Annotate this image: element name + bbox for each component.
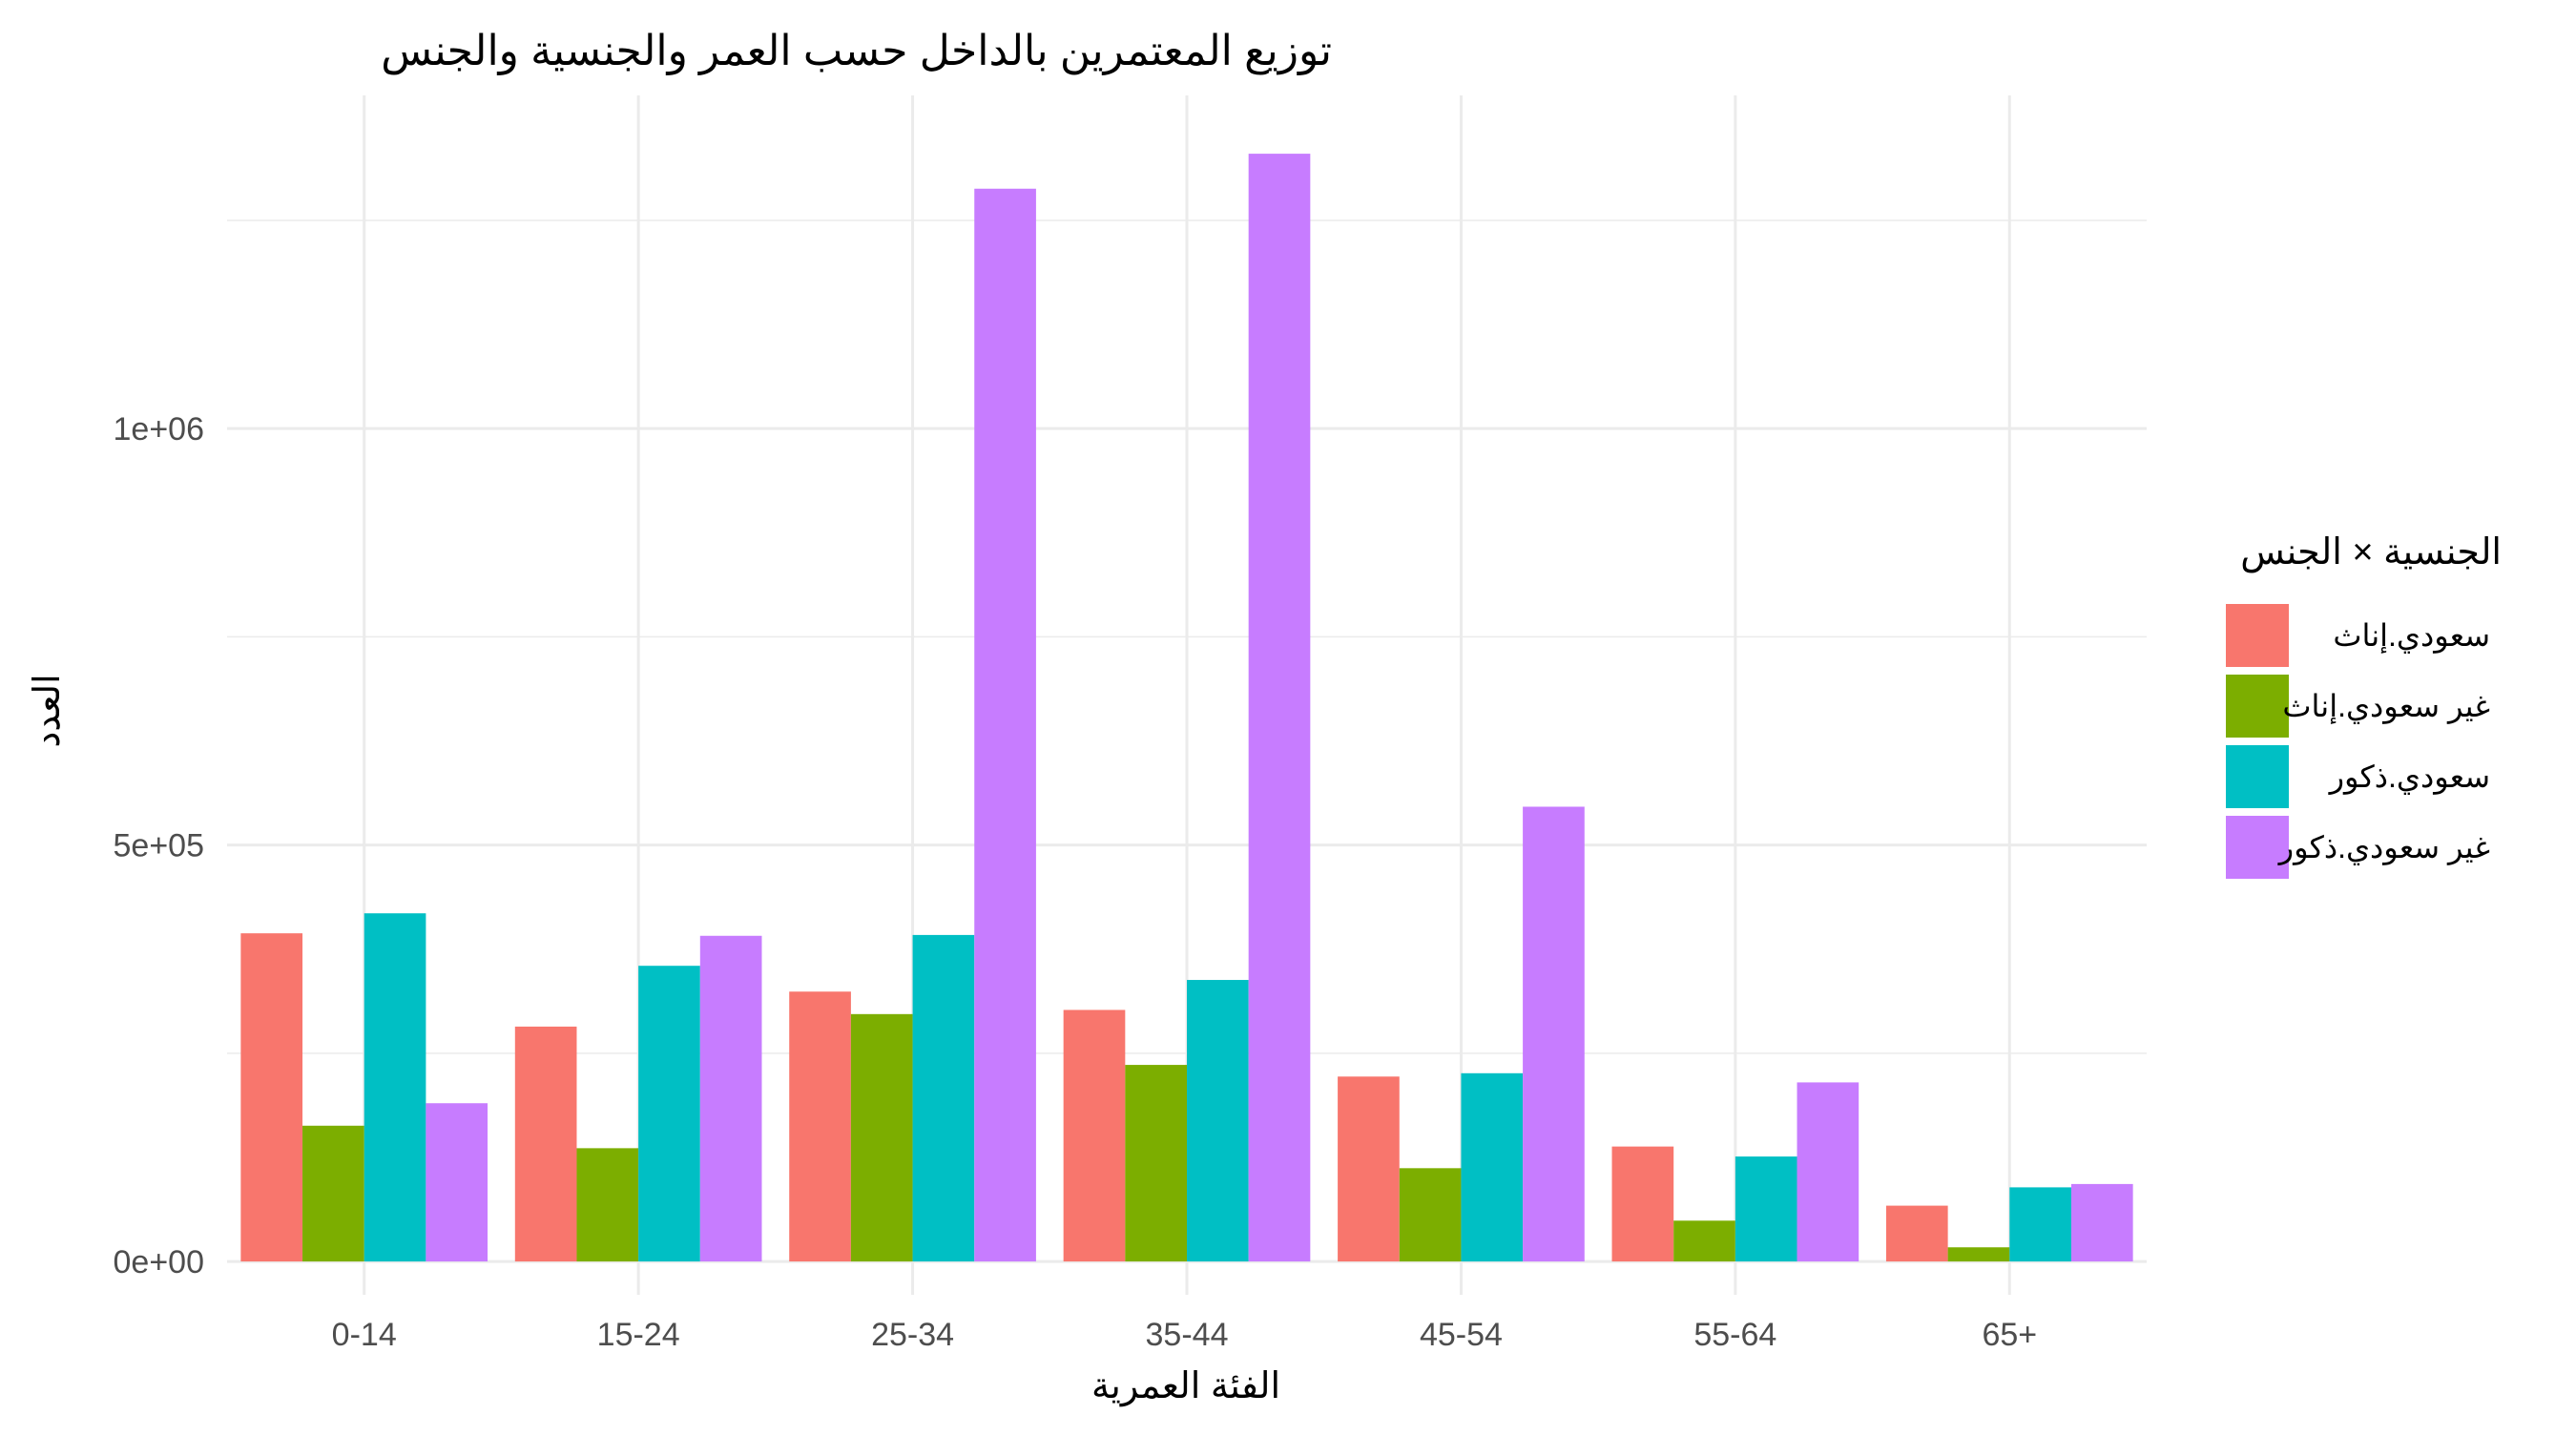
bar [576,1148,639,1262]
bar [1125,1065,1187,1262]
legend-label: سعودي.ذكور [2328,760,2490,795]
bar [1673,1220,1735,1262]
legend-label: غير سعودي.إناث [2282,689,2490,724]
bar [1338,1076,1400,1262]
legend-title: الجنسية × الجنس [2240,532,2502,572]
legend-items: سعودي.إناث غير سعودي.إناث سعودي.ذكور غير سع… [2226,604,2490,879]
bar [1399,1168,1462,1262]
bar [1063,1009,1126,1262]
legend-label: سعودي.إناث [2333,618,2490,654]
bar [426,1103,488,1262]
bar [1885,1205,1948,1262]
bar [699,935,762,1262]
bar [1523,806,1585,1262]
y-tick-label: 0e+00 [114,1244,205,1280]
bar [912,934,975,1262]
legend-key [2226,745,2289,808]
axis-layer: 0e+00 5e+05 1e+06 0-14 15-24 25-34 35-44 45-54 5… [114,411,2038,1353]
bar [1611,1146,1674,1262]
bar [1187,980,1249,1262]
bar-layer [240,154,2133,1262]
bar [2009,1187,2071,1262]
bar [240,933,303,1262]
bar [1461,1072,1524,1262]
bar [1947,1247,2010,1262]
bar [1797,1082,1859,1262]
x-tick-label: 25-34 [871,1317,954,1353]
legend-label: غير سعودي.ذكور [2277,830,2490,865]
bar [302,1125,364,1262]
y-tick-label: 5e+05 [114,828,205,864]
y-tick-label: 1e+06 [114,411,205,447]
bar [514,1026,577,1262]
legend-key [2226,816,2289,879]
legend: الجنسية × الجنس سعودي.إناث غير سعودي.إناث… [2226,532,2502,879]
bar [789,991,851,1262]
x-axis-title: الفئة العمرية [1091,1366,1280,1407]
chart-title: توزيع المعتمرين بالداخل حسب العمر والجنس… [381,28,1332,75]
x-tick-label: 55-64 [1693,1317,1776,1353]
bar [1248,154,1311,1262]
x-tick-label: 15-24 [597,1317,680,1353]
bar [850,1013,913,1262]
x-tick-label: 0-14 [332,1317,397,1353]
bar [1735,1156,1797,1262]
x-tick-label: 35-44 [1146,1317,1229,1353]
x-tick-label: 45-54 [1420,1317,1503,1353]
bar [2070,1183,2133,1262]
y-axis-title: العدد [28,674,68,747]
legend-key [2226,675,2289,738]
legend-key [2226,604,2289,667]
bar [974,188,1036,1262]
bar [364,913,426,1262]
bar [638,966,700,1262]
x-tick-label: 65+ [1982,1317,2037,1353]
